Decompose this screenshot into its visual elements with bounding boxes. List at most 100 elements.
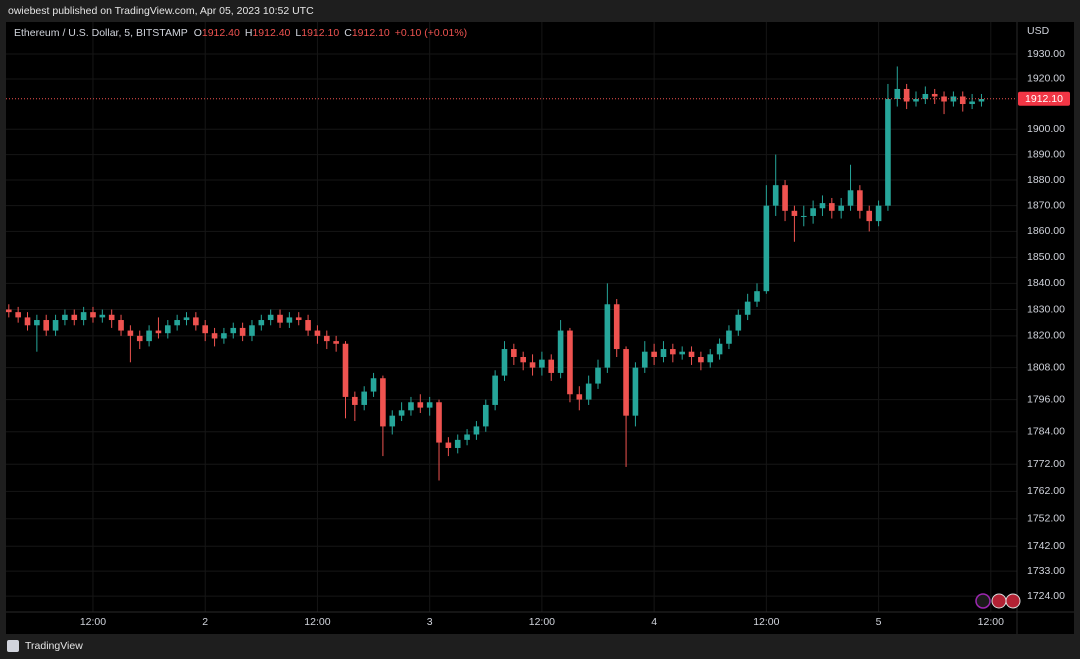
- currency-label: USD: [1027, 25, 1050, 37]
- candle-body: [80, 312, 87, 321]
- candle-body: [716, 343, 723, 355]
- candle-body: [52, 320, 59, 331]
- candle-body: [211, 333, 218, 339]
- candle-body: [866, 210, 873, 222]
- candle-body: [267, 314, 274, 321]
- candle-body: [754, 291, 760, 302]
- candle-body: [885, 98, 891, 206]
- candle-body: [43, 320, 50, 331]
- y-tick-label: 1830.00: [1027, 303, 1065, 315]
- y-tick-label: 1772.00: [1027, 458, 1065, 470]
- candle-body: [482, 404, 489, 427]
- candle-body: [763, 205, 770, 292]
- candle-body: [941, 96, 947, 102]
- candle-body: [857, 190, 863, 211]
- candle-body: [950, 96, 957, 102]
- candle-body: [230, 327, 237, 334]
- legend-key: O: [194, 27, 202, 39]
- candle-body: [520, 356, 526, 363]
- y-tick-label: 1870.00: [1027, 199, 1065, 211]
- brand-name: TradingView: [25, 640, 83, 652]
- y-tick-label: 1784.00: [1027, 426, 1065, 438]
- icon: [975, 593, 991, 609]
- candle-body: [323, 335, 330, 342]
- legend-value: 1912.40: [202, 27, 240, 39]
- candle-body: [903, 88, 910, 102]
- y-tick-label: 1724.00: [1027, 590, 1065, 602]
- candle-body: [959, 96, 966, 105]
- candle-body: [548, 359, 555, 373]
- y-tick-label: 1733.00: [1027, 565, 1065, 577]
- candle-body: [249, 325, 255, 336]
- candle-body: [305, 320, 311, 331]
- candle-body: [361, 391, 368, 405]
- candle-body: [829, 203, 835, 211]
- y-tick-label: 1890.00: [1027, 148, 1065, 160]
- y-tick-label: 1808.00: [1027, 361, 1065, 373]
- candle-body: [529, 362, 536, 368]
- candle-body: [426, 402, 433, 408]
- legend-change: +0.10 (+0.01%): [395, 27, 467, 39]
- candle-body: [978, 98, 985, 102]
- candle-body: [660, 349, 667, 357]
- candle-body: [436, 402, 442, 443]
- candle-body: [408, 402, 414, 411]
- x-tick-label: 12:00: [753, 616, 779, 628]
- candle-body: [164, 325, 171, 334]
- candle-body: [772, 185, 779, 206]
- candle-body: [791, 210, 798, 216]
- candle-body: [838, 205, 844, 211]
- candle-body: [202, 325, 209, 334]
- candle-body: [576, 394, 583, 400]
- candle-body: [800, 215, 807, 217]
- candle-body: [71, 314, 78, 321]
- candle-body: [398, 410, 405, 416]
- candle-body: [847, 190, 854, 206]
- x-tick-label: 12:00: [304, 616, 330, 628]
- y-tick-label: 1900.00: [1027, 123, 1065, 135]
- brand: TradingView: [7, 640, 83, 652]
- event-icons: [975, 593, 1021, 609]
- candle-body: [118, 320, 124, 331]
- candle-body: [604, 304, 611, 368]
- candle-body: [193, 317, 199, 326]
- candle-body: [108, 314, 115, 321]
- candle-body: [380, 378, 386, 427]
- y-tick-label: 1920.00: [1027, 73, 1065, 85]
- candle-body: [726, 330, 732, 344]
- candle-body: [286, 317, 293, 323]
- candle-body: [342, 343, 349, 397]
- candle-body: [613, 304, 620, 350]
- candle-body: [314, 330, 321, 336]
- legend-value: 1912.10: [352, 27, 390, 39]
- candle-body: [174, 320, 180, 326]
- x-tick-label: 12:00: [80, 616, 106, 628]
- candle-body: [595, 367, 601, 384]
- candle-body: [221, 333, 227, 339]
- candle-body: [632, 367, 639, 416]
- candle-body: [333, 341, 339, 344]
- candle-body: [183, 317, 190, 321]
- y-tick-label: 1840.00: [1027, 277, 1065, 289]
- legend-key: H: [245, 27, 253, 39]
- candle-body: [445, 442, 452, 448]
- candle-body: [62, 314, 68, 321]
- candle-body: [875, 205, 882, 222]
- candle-body: [557, 330, 564, 373]
- x-tick-label: 12:00: [529, 616, 555, 628]
- candles: [6, 66, 985, 481]
- candle-body: [735, 314, 742, 331]
- brand-logo: [7, 640, 19, 652]
- candle-body: [15, 312, 21, 318]
- y-tick-label: 1860.00: [1027, 225, 1065, 237]
- axes: 1930.00 1920.00 1900.00 1890.00 1880.00 1870.…: [6, 48, 1070, 628]
- y-tick-label: 1742.00: [1027, 540, 1065, 552]
- candle-body: [810, 208, 816, 216]
- candle-body: [670, 349, 676, 355]
- candle-body: [894, 88, 901, 99]
- y-tick-label: 1762.00: [1027, 485, 1065, 497]
- legend-value: 1912.40: [252, 27, 290, 39]
- candle-body: [744, 301, 751, 315]
- icon: [1005, 593, 1021, 609]
